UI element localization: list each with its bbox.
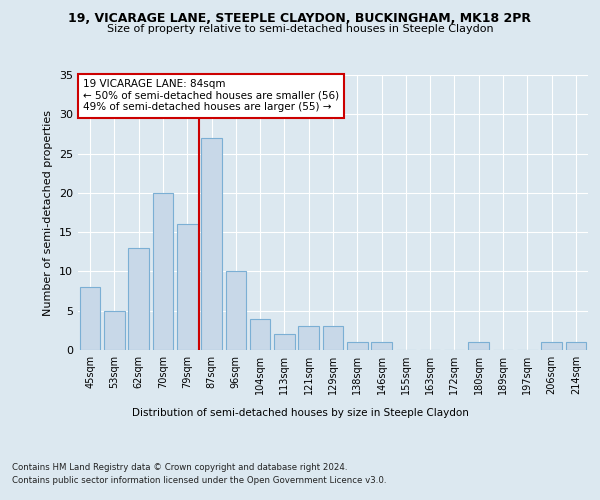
Text: Distribution of semi-detached houses by size in Steeple Claydon: Distribution of semi-detached houses by …: [131, 408, 469, 418]
Bar: [541, 342, 562, 350]
Bar: [226, 272, 246, 350]
Text: 19 VICARAGE LANE: 84sqm
← 50% of semi-detached houses are smaller (56)
49% of se: 19 VICARAGE LANE: 84sqm ← 50% of semi-de…: [83, 79, 339, 112]
Text: Contains public sector information licensed under the Open Government Licence v3: Contains public sector information licen…: [12, 476, 386, 485]
Bar: [201, 138, 222, 350]
Bar: [104, 310, 125, 350]
Bar: [274, 334, 295, 350]
Bar: [566, 342, 586, 350]
Bar: [347, 342, 368, 350]
Bar: [152, 193, 173, 350]
Bar: [469, 342, 489, 350]
Text: Contains HM Land Registry data © Crown copyright and database right 2024.: Contains HM Land Registry data © Crown c…: [12, 462, 347, 471]
Bar: [371, 342, 392, 350]
Bar: [80, 287, 100, 350]
Bar: [250, 318, 271, 350]
Bar: [177, 224, 197, 350]
Bar: [128, 248, 149, 350]
Bar: [323, 326, 343, 350]
Y-axis label: Number of semi-detached properties: Number of semi-detached properties: [43, 110, 53, 316]
Bar: [298, 326, 319, 350]
Text: 19, VICARAGE LANE, STEEPLE CLAYDON, BUCKINGHAM, MK18 2PR: 19, VICARAGE LANE, STEEPLE CLAYDON, BUCK…: [68, 12, 532, 26]
Text: Size of property relative to semi-detached houses in Steeple Claydon: Size of property relative to semi-detach…: [107, 24, 493, 34]
